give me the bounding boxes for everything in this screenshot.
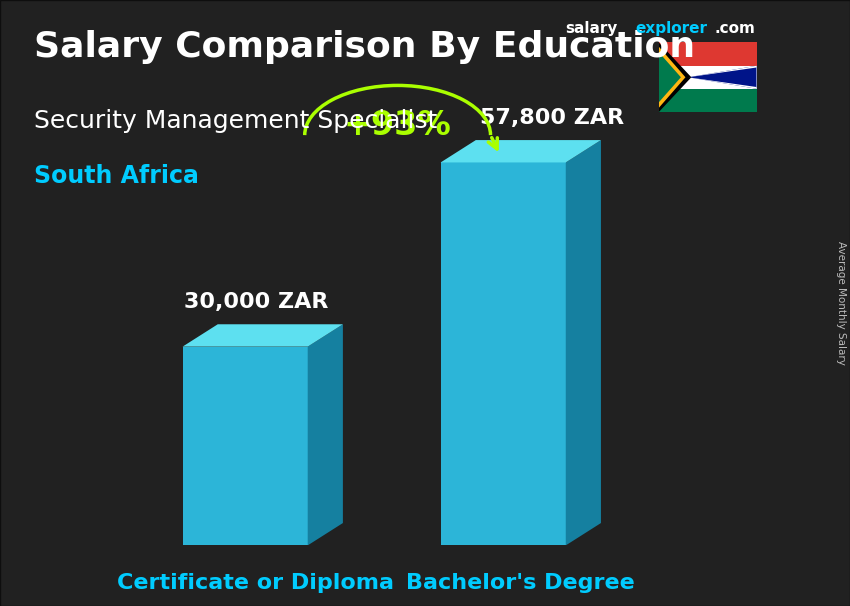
Text: Certificate or Diploma: Certificate or Diploma bbox=[117, 573, 394, 593]
Text: Security Management Specialist: Security Management Specialist bbox=[34, 109, 438, 133]
Polygon shape bbox=[659, 52, 681, 102]
Text: salary: salary bbox=[565, 21, 618, 36]
Text: 57,800 ZAR: 57,800 ZAR bbox=[480, 108, 624, 128]
Polygon shape bbox=[688, 66, 756, 78]
Polygon shape bbox=[183, 324, 343, 347]
Polygon shape bbox=[566, 140, 601, 545]
Polygon shape bbox=[183, 347, 308, 545]
Polygon shape bbox=[659, 42, 691, 112]
Text: Bachelor's Degree: Bachelor's Degree bbox=[406, 573, 635, 593]
Text: +93%: +93% bbox=[343, 108, 451, 142]
Text: explorer: explorer bbox=[635, 21, 707, 36]
Text: Average Monthly Salary: Average Monthly Salary bbox=[836, 241, 846, 365]
Text: South Africa: South Africa bbox=[34, 164, 199, 188]
Polygon shape bbox=[688, 78, 756, 88]
Text: 30,000 ZAR: 30,000 ZAR bbox=[184, 292, 328, 312]
Polygon shape bbox=[659, 47, 685, 108]
Polygon shape bbox=[659, 88, 756, 112]
Polygon shape bbox=[308, 324, 343, 545]
Polygon shape bbox=[440, 162, 566, 545]
Text: Salary Comparison By Education: Salary Comparison By Education bbox=[34, 30, 695, 64]
Text: .com: .com bbox=[715, 21, 756, 36]
Polygon shape bbox=[659, 42, 756, 66]
Polygon shape bbox=[440, 140, 601, 162]
Polygon shape bbox=[688, 66, 756, 88]
Polygon shape bbox=[659, 42, 756, 112]
